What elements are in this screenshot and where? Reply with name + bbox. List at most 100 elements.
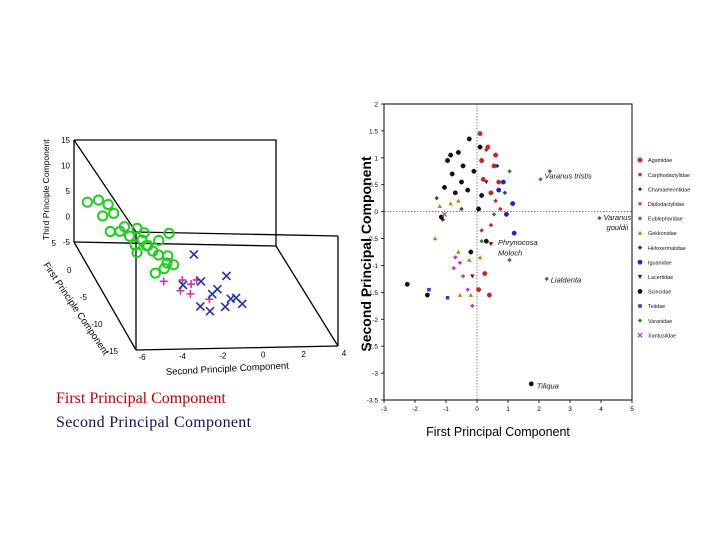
y-tick-label: -1 bbox=[372, 263, 378, 270]
data-point-carphodactylidae bbox=[479, 228, 484, 233]
data-point-scincidae bbox=[455, 149, 461, 155]
legend-label-agamidae: Agamidae bbox=[648, 158, 672, 164]
data-point-carphodactylidae bbox=[498, 206, 503, 212]
z-axis-label: Third Principle Component bbox=[41, 139, 51, 240]
data-point-circle bbox=[129, 239, 141, 251]
x-tick-label: -3 bbox=[381, 406, 387, 413]
box-bottom-back-edge bbox=[73, 241, 277, 247]
data-point-x bbox=[196, 276, 206, 286]
y-tick-label: 1 bbox=[374, 155, 378, 162]
data-point-iguanidae bbox=[500, 179, 506, 185]
legend-label-diplodactylidae: Diplodactylidae bbox=[648, 202, 685, 208]
data-point-agamidae bbox=[477, 131, 483, 137]
data-point-scincidae bbox=[479, 193, 485, 198]
data-point-scincidae bbox=[483, 238, 489, 244]
data-point-x bbox=[178, 280, 188, 290]
data-point-agamidae bbox=[479, 158, 485, 163]
legend-label-carphodactylidae: Carphodactylidae bbox=[648, 173, 690, 179]
data-point-circle bbox=[131, 222, 143, 234]
legend-marker-carphodactylidae bbox=[637, 172, 643, 177]
data-point-agamidae bbox=[488, 190, 494, 196]
legend-marker-chamaeleontidae bbox=[637, 187, 643, 192]
y-tick-label: -3.5 bbox=[367, 398, 379, 405]
data-point-x bbox=[212, 284, 223, 294]
data-point-gekkonidae bbox=[456, 198, 461, 203]
caption-first-principal-component: First Principal Component bbox=[56, 390, 226, 407]
data-point-agamidae bbox=[482, 271, 488, 276]
data-point-plus bbox=[186, 289, 195, 298]
data-point-eublepharidae bbox=[491, 212, 497, 217]
legend-marker-varanidae bbox=[637, 318, 643, 323]
data-point-diplodactylidae bbox=[457, 260, 463, 265]
data-point-carphodactylidae bbox=[484, 147, 489, 152]
data-point-plus bbox=[159, 277, 168, 286]
data-point-diplodactylidae bbox=[465, 287, 470, 292]
x-tick-label: -15 bbox=[106, 347, 118, 356]
box-front-bottom-edge bbox=[135, 345, 339, 351]
y-tick-label: 0 bbox=[261, 351, 266, 360]
data-point-circle bbox=[162, 250, 174, 262]
y-axis-label: Second Principal Component bbox=[358, 156, 374, 352]
data-point-scincidae bbox=[449, 171, 455, 177]
legend-label-chamaeleontidae: Chamaeleontidae bbox=[648, 187, 690, 193]
x-tick-label: 5 bbox=[630, 406, 634, 413]
x-tick-label: 0 bbox=[67, 266, 72, 275]
z-tick-label: 15 bbox=[61, 136, 70, 145]
legend-label-eublepharidae: Eublepharidae bbox=[648, 217, 683, 223]
data-point-lacertidae bbox=[488, 242, 494, 247]
data-point-scincidae bbox=[459, 179, 464, 185]
z-tick-label: 0 bbox=[66, 213, 71, 222]
data-point-heloxermatidae bbox=[494, 163, 500, 169]
data-point-x bbox=[237, 299, 247, 309]
data-point-scincidae bbox=[466, 136, 472, 142]
x-axis-label: First Principle Component bbox=[41, 261, 111, 358]
data-point-eublepharidae bbox=[507, 169, 512, 174]
x-tick-label: 3 bbox=[568, 406, 572, 413]
data-point-plus bbox=[187, 280, 196, 289]
data-point-circle bbox=[168, 259, 180, 271]
y-tick-label: 0.5 bbox=[369, 182, 378, 189]
x-tick-label: -10 bbox=[91, 320, 103, 329]
x-tick-label: -1 bbox=[443, 406, 449, 413]
data-point-chamaeleontidae bbox=[502, 190, 508, 195]
data-point-scincidae bbox=[424, 292, 430, 298]
data-point-circle bbox=[97, 210, 109, 222]
box-front-top-edge bbox=[135, 231, 339, 237]
pca-2d-scatter-chart: 21.510.50-0.5-1-1.5-2-2.5-3-3.5-3 -2 -1 0 1 2… bbox=[358, 102, 690, 440]
data-point-lacertidae bbox=[484, 180, 489, 185]
y-tick-label: 4 bbox=[342, 349, 347, 358]
y-tick-label: 2 bbox=[374, 102, 378, 109]
y-tick-label: -3 bbox=[372, 371, 378, 378]
legend-label-gekkonidae: Gekkonidae bbox=[648, 231, 677, 237]
legend-label-scincidae: Scincidae bbox=[648, 290, 671, 296]
data-point-circle bbox=[104, 225, 116, 238]
data-point-x bbox=[205, 306, 215, 316]
data-point-diplodactylidae bbox=[470, 303, 475, 309]
data-point-scincidae bbox=[442, 184, 447, 190]
point-annotation: gouldii bbox=[607, 223, 629, 232]
legend-marker-lacertidae bbox=[637, 275, 643, 279]
y-axis-label: Second Principle Component bbox=[166, 361, 290, 378]
x-tick-label: 2 bbox=[537, 406, 541, 413]
legend-marker-gekkonidae bbox=[637, 230, 643, 235]
x-tick-label: -2 bbox=[412, 406, 418, 413]
box-right-bottom-edge bbox=[275, 245, 339, 347]
pca-3d-scatter-chart: 15 10 5 0 -5 5 0 -5 -10 -15 -6 -4 -2 0 2 4 Third Princi… bbox=[41, 136, 347, 378]
x-axis-label: First Principal Component bbox=[426, 425, 570, 439]
data-point-iguanidae bbox=[504, 211, 509, 217]
data-point-diplodactylidae bbox=[460, 274, 466, 279]
data-point-carphodactylidae bbox=[493, 198, 498, 204]
data-point-agamidae bbox=[486, 292, 492, 298]
data-point-iguanidae bbox=[510, 201, 516, 207]
z-tick-label: 5 bbox=[66, 187, 71, 196]
y-tick-label: 2 bbox=[301, 350, 306, 359]
data-point-scincidae bbox=[460, 163, 466, 169]
data-point-agamidae bbox=[476, 287, 482, 293]
x-tick-label: 4 bbox=[599, 406, 603, 413]
data-point-scincidae bbox=[448, 152, 454, 158]
x-tick-label: 0 bbox=[475, 406, 479, 413]
data-point-circle bbox=[131, 246, 143, 259]
box-back-top-edge bbox=[74, 139, 277, 246]
y-tick-label: 1.5 bbox=[369, 128, 378, 135]
legend-marker-iguanidae bbox=[637, 259, 643, 265]
